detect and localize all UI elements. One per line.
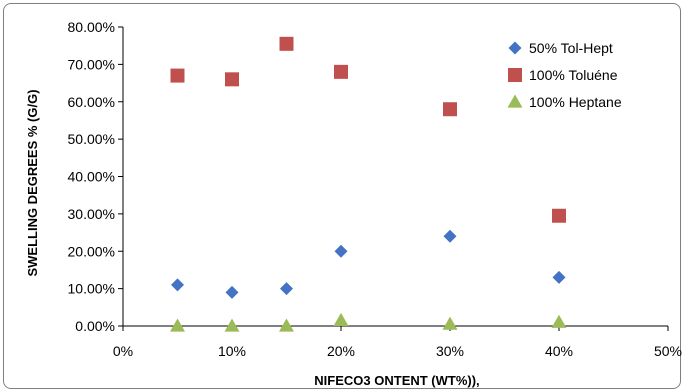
y-tick-label: 40.00% bbox=[68, 169, 115, 185]
legend-label: 100% Heptane bbox=[529, 94, 622, 110]
data-point-diamond bbox=[334, 244, 348, 258]
data-point-square bbox=[552, 208, 566, 223]
y-tick-label: 70.00% bbox=[68, 56, 115, 72]
x-tick-label: 20% bbox=[327, 343, 355, 359]
data-point-triangle bbox=[170, 318, 185, 332]
data-point-square bbox=[279, 36, 294, 51]
data-point-diamond bbox=[280, 282, 293, 296]
data-point-triangle bbox=[279, 318, 294, 332]
legend-label: 50% Tol-Hept bbox=[529, 40, 613, 56]
legend-label: 100% Toluéne bbox=[529, 67, 618, 83]
data-point-square bbox=[225, 72, 239, 87]
y-tick-label: 10.00% bbox=[68, 281, 115, 297]
data-point-diamond bbox=[443, 229, 457, 243]
y-tick-label: 50.00% bbox=[68, 131, 115, 147]
y-axis-ticks: 0.00% 10.00% 20.00% 30.00% 40.00% 50.00% 60.00… bbox=[68, 19, 123, 334]
data-point-triangle bbox=[551, 314, 567, 328]
y-tick-label: 0.00% bbox=[75, 318, 115, 334]
x-axis-title: NIFECO3 ONTENT (WT%)), bbox=[314, 373, 479, 388]
y-tick-label: 80.00% bbox=[68, 19, 115, 35]
x-tick-label: 50% bbox=[654, 343, 682, 359]
y-tick-label: 60.00% bbox=[68, 94, 115, 110]
data-point-square bbox=[334, 64, 348, 79]
y-axis-title: SWELLING DEGREES % (G/G) bbox=[25, 89, 40, 276]
x-tick-label: 10% bbox=[218, 343, 246, 359]
legend-marker-diamond bbox=[508, 41, 522, 55]
data-point-diamond bbox=[171, 278, 184, 292]
x-tick-label: 30% bbox=[436, 343, 464, 359]
y-tick-label: 30.00% bbox=[68, 206, 115, 222]
data-point-square bbox=[443, 102, 457, 117]
data-point-triangle bbox=[442, 316, 458, 330]
data-point-diamond bbox=[225, 285, 239, 299]
data-points bbox=[170, 36, 567, 332]
data-point-triangle bbox=[333, 312, 349, 327]
data-point-triangle bbox=[224, 318, 240, 332]
data-point-diamond bbox=[552, 270, 566, 284]
x-tick-label: 40% bbox=[545, 343, 573, 359]
y-tick-label: 20.00% bbox=[68, 243, 115, 259]
x-tick-label: 0% bbox=[113, 343, 133, 359]
legend-marker-triangle bbox=[507, 94, 523, 108]
data-point-square bbox=[170, 68, 185, 83]
legend-marker-square bbox=[508, 68, 522, 82]
legend: 50% Tol-Hept 100% Toluéne 100% Heptane bbox=[507, 40, 622, 110]
x-axis-ticks: 0% 10% 20% 30% 40% 50% bbox=[113, 326, 682, 359]
